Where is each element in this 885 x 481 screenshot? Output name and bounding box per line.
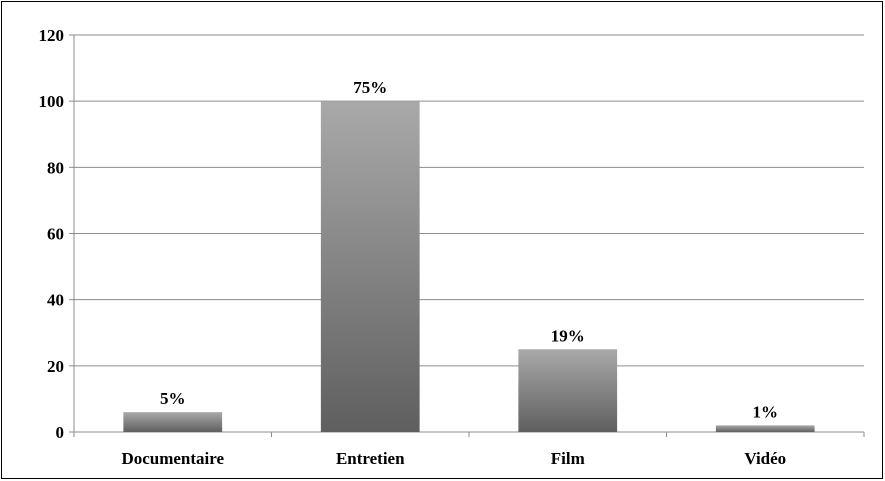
bar-vidéo bbox=[715, 425, 815, 432]
bars bbox=[123, 101, 815, 433]
y-tick-label: 100 bbox=[39, 92, 65, 111]
bar-documentaire bbox=[123, 412, 223, 432]
y-tick-label: 0 bbox=[56, 423, 65, 442]
x-category-label: Vidéo bbox=[744, 449, 786, 468]
x-category-label: Film bbox=[551, 449, 585, 468]
y-tick-label: 60 bbox=[47, 225, 64, 244]
labels: 0 20 40 60 80 100 120 5% Documentaire 75% Entretie… bbox=[39, 26, 787, 468]
x-category-label: Documentaire bbox=[121, 449, 224, 468]
x-category-label: Entretien bbox=[336, 449, 405, 468]
data-label: 5% bbox=[160, 389, 186, 408]
gridlines bbox=[74, 34, 864, 367]
y-tick-label: 20 bbox=[47, 357, 64, 376]
y-tick-label: 80 bbox=[47, 158, 64, 177]
y-tick-label: 40 bbox=[47, 291, 64, 310]
data-label: 1% bbox=[753, 402, 779, 421]
y-tick-label: 120 bbox=[39, 26, 65, 45]
bar-entretien bbox=[320, 101, 420, 433]
axes bbox=[69, 34, 865, 437]
data-label: 75% bbox=[353, 78, 387, 97]
bar-film bbox=[518, 349, 618, 432]
data-label: 19% bbox=[551, 326, 585, 345]
